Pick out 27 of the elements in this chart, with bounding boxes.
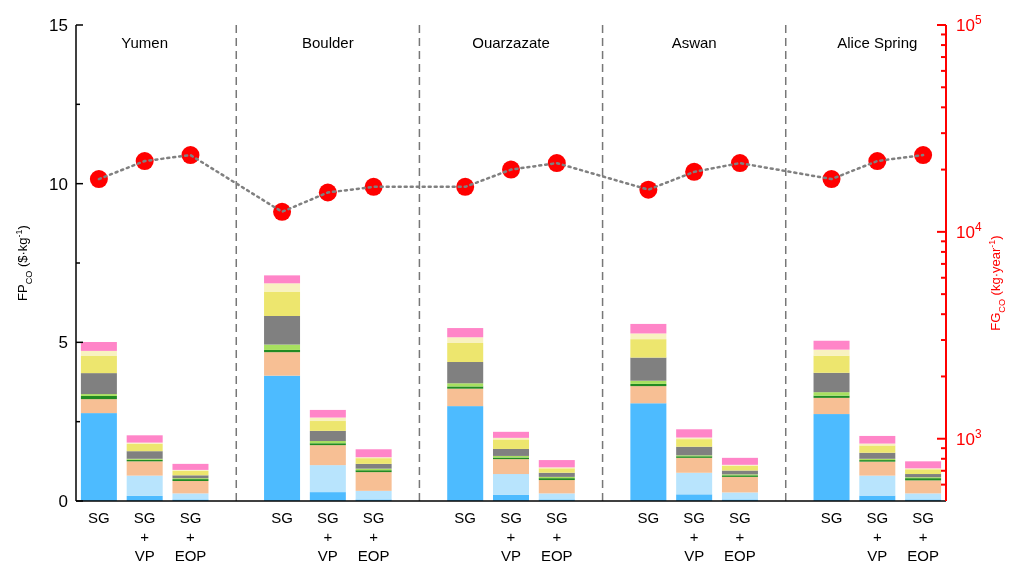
y-tick-label: 10 — [49, 174, 68, 194]
x-tick-label: SG — [271, 509, 293, 526]
annotation: Boulder — [301, 34, 354, 51]
x-tick-label: SG + EOP — [174, 509, 207, 564]
x-tick-label: SG + VP — [683, 509, 705, 564]
x-tick-label: SG + EOP — [724, 509, 756, 564]
x-tick-label: SG + EOP — [540, 509, 573, 564]
y2-tick-label: 10$^{3}$ — [956, 426, 982, 449]
x-tick-label: SG + EOP — [357, 509, 390, 564]
y2-tick-label: 10$^{5}$ — [956, 12, 982, 35]
x-tick-label: SG — [637, 509, 660, 526]
y-tick-label: 15 — [49, 15, 68, 35]
y-tick-label: 5 — [58, 333, 68, 353]
x-tick-label: SG — [88, 509, 110, 526]
annotation: Ouarzazate — [472, 34, 550, 51]
y-tick-label: 0 — [58, 491, 68, 511]
annotation: Alice Spring — [837, 34, 918, 51]
x-tick-label: SG — [454, 509, 477, 526]
y2-tick-label: 10$^{4}$ — [956, 219, 982, 242]
x-tick-label: SG + VP — [866, 509, 889, 564]
annotation: Aswan — [671, 34, 717, 51]
annotation: Yumen — [121, 34, 169, 51]
x-tick-label: SG + VP — [500, 509, 522, 564]
x-tick-label: SG + EOP — [907, 509, 939, 564]
x-tick-label: SG + VP — [133, 509, 156, 564]
x-tick-label: SG + VP — [317, 509, 339, 564]
x-tick-label: SG — [820, 509, 843, 526]
